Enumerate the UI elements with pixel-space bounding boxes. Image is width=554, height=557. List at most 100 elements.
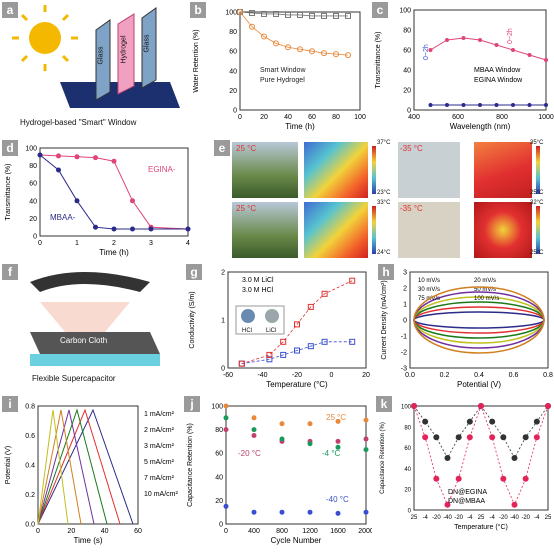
legend-entry: 7 mA/cm² [144,475,175,482]
series-line [39,154,189,230]
series-label: MBAA- [50,213,76,222]
x-tick-label: 80 [332,114,340,121]
data-point [363,436,369,442]
data-point [223,427,229,433]
x-tick-label: 400 [408,114,420,121]
panel-f-caption: Flexible Supercapacitor [32,374,116,383]
data-point [223,503,229,509]
data-point [321,338,328,345]
layer-label-glass-1: Glass [97,46,105,65]
legend-entry: DN@EGINA [448,489,487,496]
y-tick-label: 0.6 [25,433,35,440]
x-tick-label: 800 [276,528,288,535]
y-tick-label: 80 [229,29,237,36]
y-tick-label: 0.8 [25,404,35,411]
colorbar-2 [372,206,376,254]
legend-entry: 3 mA/cm² [144,443,175,450]
y-tick-label: 40 [29,198,37,205]
y-tick-label: 20 [404,488,411,494]
colorbar-3 [536,146,540,194]
data-point [500,434,507,441]
data-point [251,509,257,515]
y-tick-label: 40 [403,68,411,75]
panel-label-f: f [2,264,18,280]
supercapacitor-illustration [30,272,160,366]
legend-entry: 100 mV/s [474,296,499,302]
licl-sample [265,309,279,323]
y-tick-label: -3 [401,366,407,373]
y-tick-label: 2 [221,270,225,277]
x-tick-label: 60 [308,114,316,121]
data-point [294,347,300,354]
y-axis-label: Potential (V) [5,446,12,485]
y-tick-label: 0 [407,108,411,115]
panel-a: a Glass Hydrogel Glass Hydrogel-based "S… [0,0,185,137]
data-point [223,403,229,409]
data-point [223,415,229,421]
data-point [335,418,341,424]
x-tick-label: 0 [36,528,40,535]
data-point [309,48,315,55]
plot-frame [39,147,189,237]
data-point [251,427,257,433]
annotation-label: 0~2h [507,28,514,44]
data-point [335,438,341,444]
thermal-cold-top [474,142,532,198]
legend-entry: Smart Window [260,67,306,74]
y-tick-label: 100 [399,8,411,15]
y-tick-label: 0 [403,318,407,325]
data-point [307,343,314,350]
thermal-cold-bottom [474,202,532,258]
series-label: -4 °C [322,449,341,458]
y-tick-label: 60 [403,48,411,55]
scale4-min: 25°C [530,250,544,256]
x-tick-label: 20 [260,114,268,121]
glass-pane-right [141,7,157,89]
plot-frame [409,271,549,369]
x-axis-label: Time (h) [99,248,129,257]
y-tick-label: 60 [215,451,223,458]
hcl-sample [241,309,255,323]
data-point [266,351,273,358]
data-point [422,418,429,425]
gcd-curve [37,409,69,525]
series-line [430,37,547,61]
data-point [489,434,496,441]
x-tick-label: 40 [284,114,292,121]
thermal-warm-top [304,142,368,198]
x-tick-label: -4 [534,515,540,521]
scale4-max: 32°C [530,200,544,206]
inset-label-hcl: HCl [242,328,252,334]
scale2-max: 33°C [377,200,391,206]
legend-entry: 3.0 M LiCl [242,277,274,284]
data-point [285,44,291,51]
x-axis-label: Potential (V) [457,380,501,389]
layer-label-glass-2: Glass [143,34,151,53]
x-tick-label: 1000 [538,114,554,121]
x-tick-label: 0 [224,528,228,535]
x-tick-label: -60 [223,372,233,379]
legend-entry: 20 mV/s [474,278,496,284]
data-point [363,447,369,453]
x-tick-label: 25 [411,515,418,521]
scale3-min: 25°C [530,190,544,196]
y-tick-label: 100 [25,146,37,153]
panel-label-i: i [2,396,18,412]
x-tick-label: -20 [499,515,508,521]
panel-label-k: k [376,396,392,412]
series-line [413,405,549,459]
cv-loop [413,296,545,344]
x-tick-label: 0 [330,372,334,379]
cv-loop [413,286,545,354]
data-point [280,351,287,358]
data-point [294,321,300,328]
cv-loop [413,311,545,329]
cv-curves-chart: 0.0 0.2 0.4 0.6 0.8 -3 -2 -1 0 1 2 3 Potential (V) Cu… [381,270,553,390]
legend-entry: 30 mV/s [418,287,440,293]
sun-icon [29,22,61,54]
x-tick-label: 0.4 [474,372,484,379]
x-tick-label: 2 [112,240,116,247]
photo-cold-bottom [398,202,460,258]
panel-label-d: d [2,140,18,156]
